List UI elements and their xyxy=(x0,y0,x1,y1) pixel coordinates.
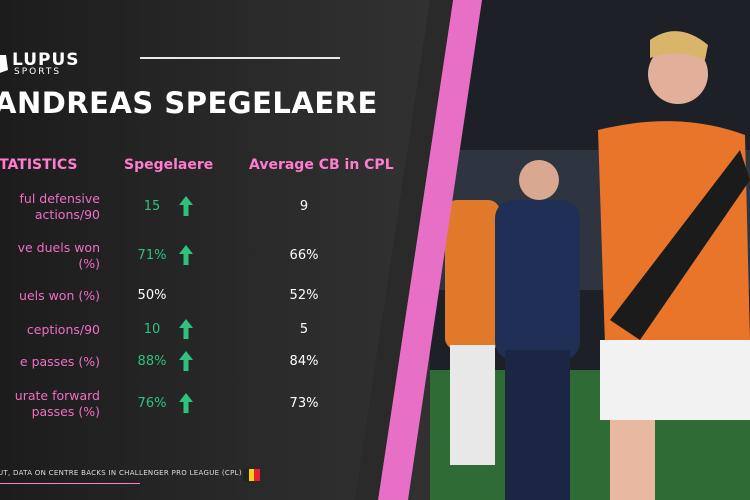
column-header: Average CB in CPL xyxy=(249,157,394,173)
row-label: ve duels won (%) xyxy=(17,240,100,271)
player-head xyxy=(648,44,708,104)
player-value: 50% xyxy=(137,288,167,303)
dark-stripe xyxy=(355,0,453,500)
player-value: 88% xyxy=(137,354,167,369)
row-label: urate forward passes (%) xyxy=(14,388,100,419)
up-arrow xyxy=(179,319,193,339)
up-arrow xyxy=(179,393,193,413)
flag xyxy=(249,469,254,481)
average-value: 5 xyxy=(299,322,309,337)
footer: UT, DATA ON CENTRE BACKS IN CHALLENGER P… xyxy=(0,469,242,477)
flag xyxy=(254,469,260,481)
average-value: 84% xyxy=(289,354,319,369)
average-value: 66% xyxy=(289,248,319,263)
player-value: 76% xyxy=(137,396,167,411)
average-value: 9 xyxy=(299,199,309,214)
row-label: ceptions/90 xyxy=(26,322,100,337)
player-value: 10 xyxy=(143,322,161,337)
coach xyxy=(495,200,580,360)
row-label: e passes (%) xyxy=(19,354,100,369)
shorts xyxy=(600,340,750,420)
pink-stripe xyxy=(378,0,482,500)
coach-head xyxy=(519,160,559,200)
hair xyxy=(650,31,708,60)
stripe xyxy=(610,150,750,340)
player xyxy=(445,200,500,350)
player-value: 15 xyxy=(143,199,161,214)
rule xyxy=(140,57,340,59)
flag xyxy=(243,469,249,481)
average-value: 73% xyxy=(289,396,319,411)
row-label: ful defensive actions/90 xyxy=(19,191,100,222)
footer-line xyxy=(0,483,140,484)
row-label: uels won (%) xyxy=(19,288,100,303)
column-header: STATISTICS xyxy=(0,157,78,173)
player-value: 71% xyxy=(137,248,167,263)
coach xyxy=(505,350,570,500)
player xyxy=(450,345,495,465)
leg xyxy=(610,420,655,500)
column-header: Spegelaere xyxy=(124,157,214,173)
logo: LUPUS xyxy=(12,50,80,70)
average-value: 52% xyxy=(289,288,319,303)
logo-sub: SPORTS xyxy=(14,67,62,77)
up-arrow xyxy=(179,196,193,216)
logo-icon xyxy=(0,55,8,73)
up-arrow xyxy=(179,245,193,265)
up-arrow xyxy=(179,351,193,371)
title: ANDREAS SPEGELAERE xyxy=(0,86,378,120)
